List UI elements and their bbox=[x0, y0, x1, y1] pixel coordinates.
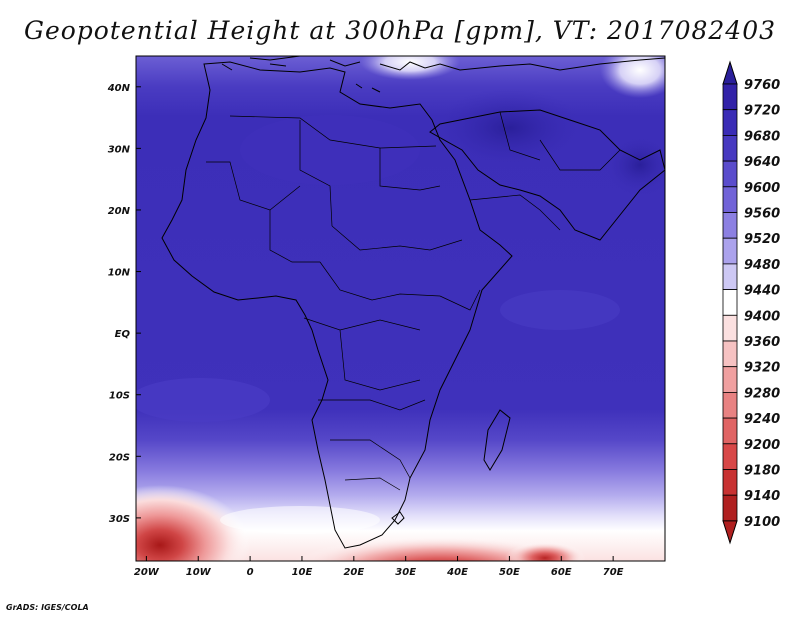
map-title: Geopotential Height at 300hPa [gpm], VT:… bbox=[23, 16, 777, 45]
colorbar-level-label: 9320 bbox=[744, 361, 780, 376]
colorbar-bottom-arrow bbox=[722, 520, 738, 545]
colorbar-swatch bbox=[722, 469, 738, 496]
colorbar-swatch bbox=[722, 289, 738, 316]
colorbar-level-label: 9440 bbox=[744, 284, 780, 299]
grads-credit: GrADS: IGES/COLA bbox=[6, 603, 89, 612]
lat-tick-label: 20N bbox=[108, 206, 131, 217]
colorbar-level-label: 9400 bbox=[744, 309, 780, 324]
colorbar-swatch bbox=[722, 212, 738, 239]
colorbar: 9760 9720 9680 9640 9600 9560 9520 9480 9440 9400… bbox=[722, 60, 780, 545]
country-borders bbox=[206, 111, 621, 491]
coastlines bbox=[161, 56, 665, 549]
colorbar-level-label: 9560 bbox=[744, 207, 780, 222]
colorbar-level-label: 9200 bbox=[744, 438, 780, 453]
colorbar-level-label: 9280 bbox=[744, 386, 780, 401]
lon-tick-label: 50E bbox=[499, 567, 520, 578]
lat-tick-label: 30N bbox=[108, 144, 131, 155]
colorbar-swatch bbox=[722, 83, 738, 111]
colorbar-swatch bbox=[722, 263, 738, 290]
colorbar-level-label: 9480 bbox=[744, 258, 780, 273]
colorbar-swatch bbox=[722, 340, 738, 368]
lon-tick-label: 0 bbox=[247, 567, 254, 578]
colorbar-swatch bbox=[722, 160, 738, 188]
colorbar-level-label: 9680 bbox=[744, 129, 780, 144]
latitude-axis: 40N 30N 20N 10N EQ 10S 20S 30S bbox=[107, 83, 141, 525]
lon-tick-label: 20W bbox=[134, 567, 160, 578]
colorbar-swatch bbox=[722, 366, 738, 393]
colorbar-level-label: 9240 bbox=[744, 412, 780, 427]
lat-tick-label: 10N bbox=[108, 268, 131, 279]
height-field bbox=[136, 56, 665, 561]
lat-tick-label: EQ bbox=[115, 329, 131, 340]
lon-tick-label: 40E bbox=[446, 567, 468, 578]
lat-tick-label: 40N bbox=[107, 83, 131, 94]
colorbar-level-label: 9760 bbox=[744, 78, 780, 93]
colorbar-swatch bbox=[722, 314, 738, 342]
colorbar-swatch bbox=[722, 494, 738, 522]
colorbar-swatch bbox=[722, 237, 738, 265]
longitude-axis: 20W 10W 0 10E 20E 30E 40E 50E 60E 70E bbox=[134, 556, 624, 578]
lat-tick-label: 20S bbox=[109, 452, 130, 463]
lon-tick-label: 20E bbox=[343, 567, 364, 578]
colorbar-level-label: 9640 bbox=[744, 155, 780, 170]
lon-tick-label: 70E bbox=[603, 567, 624, 578]
colorbar-swatch bbox=[722, 391, 738, 419]
lon-tick-label: 10W bbox=[186, 567, 212, 578]
lat-tick-label: 10S bbox=[109, 391, 130, 402]
colorbar-swatch bbox=[722, 109, 738, 136]
colorbar-top-arrow bbox=[722, 60, 738, 85]
colorbar-swatch bbox=[722, 443, 738, 470]
colorbar-swatch bbox=[722, 186, 738, 213]
colorbar-level-label: 9520 bbox=[744, 232, 780, 247]
lon-tick-label: 30E bbox=[395, 567, 416, 578]
colorbar-level-label: 9100 bbox=[744, 515, 780, 530]
colorbar-level-label: 9600 bbox=[744, 181, 780, 196]
colorbar-level-label: 9360 bbox=[744, 335, 780, 350]
colorbar-level-label: 9180 bbox=[744, 464, 780, 479]
plot-frame bbox=[135, 55, 666, 562]
colorbar-level-label: 9140 bbox=[744, 489, 780, 504]
colorbar-swatch bbox=[722, 134, 738, 162]
colorbar-level-label: 9720 bbox=[744, 104, 780, 119]
lon-tick-label: 10E bbox=[292, 567, 313, 578]
colorbar-swatch bbox=[722, 417, 738, 445]
lon-tick-label: 60E bbox=[551, 567, 572, 578]
lat-tick-label: 30S bbox=[109, 514, 130, 525]
